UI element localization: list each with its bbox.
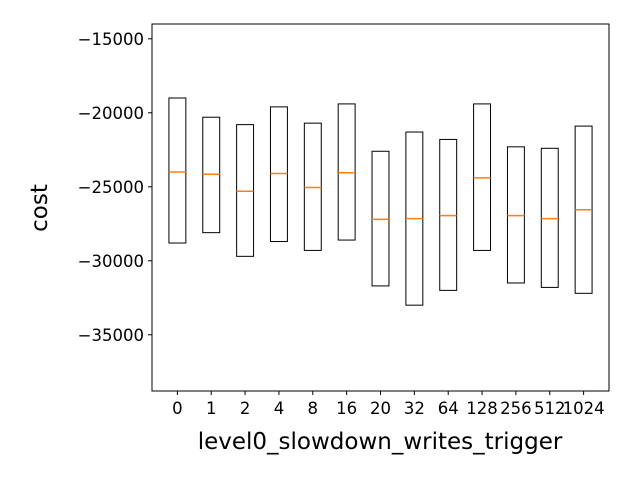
x-tick-label: 4	[274, 399, 285, 418]
y-tick-label: −30000	[78, 252, 144, 271]
y-tick-label: −25000	[78, 178, 144, 197]
y-tick-label: −35000	[78, 326, 144, 345]
x-tick-label: 8	[308, 399, 319, 418]
x-axis-label: level0_slowdown_writes_trigger	[198, 429, 563, 455]
x-tick-label: 1024	[563, 399, 605, 418]
plot-area	[151, 23, 610, 392]
x-tick-label: 2	[240, 399, 251, 418]
x-tick-label: 512	[534, 399, 566, 418]
x-tick-label: 256	[500, 399, 532, 418]
y-tick-label: −20000	[78, 104, 144, 123]
x-tick-label: 32	[404, 399, 425, 418]
box-0	[168, 97, 187, 244]
x-tick-label: 20	[370, 399, 391, 418]
y-axis-label: cost	[27, 184, 53, 232]
x-tick-label: 0	[172, 399, 183, 418]
y-tick-label: −15000	[78, 30, 144, 49]
plot-frame	[151, 23, 610, 392]
x-tick-label: 64	[438, 399, 459, 418]
x-tick-label: 1	[206, 399, 217, 418]
y-axis: −15000 −20000 −25000 −30000 −35000	[78, 30, 152, 345]
x-tick-label: 16	[336, 399, 357, 418]
x-tick-label: 128	[466, 399, 498, 418]
